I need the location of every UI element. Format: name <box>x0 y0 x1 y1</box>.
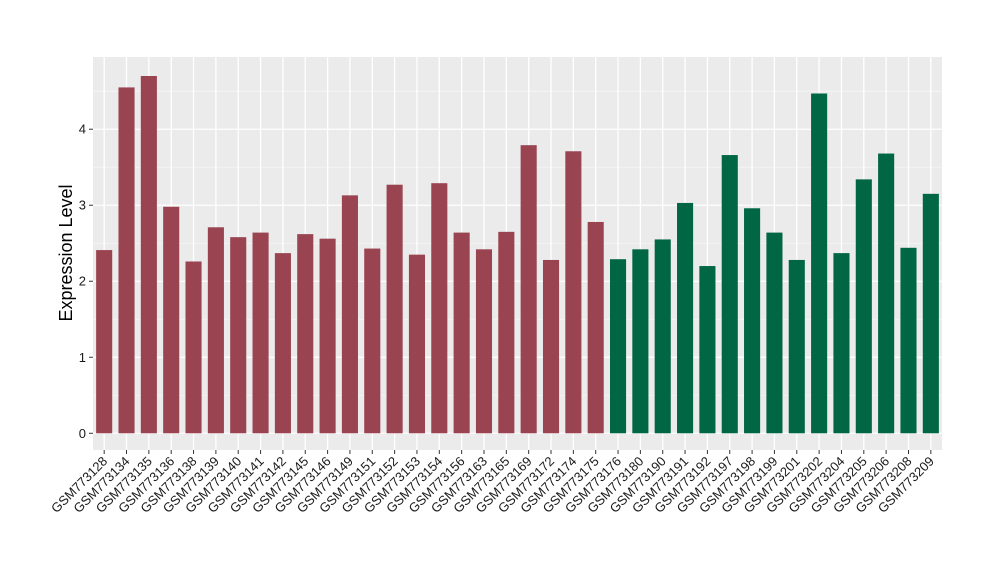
bars <box>96 76 939 434</box>
bar-GSM773145 <box>297 234 314 434</box>
y-tick-label: 1 <box>79 350 86 365</box>
y-axis: 0 1 2 3 4 <box>79 122 93 441</box>
y-tick-label: 2 <box>79 274 86 289</box>
bar-GSM773134 <box>118 87 135 434</box>
bar-GSM773139 <box>207 227 224 434</box>
bar-GSM773175 <box>587 221 604 434</box>
bar-GSM773135 <box>140 76 157 434</box>
bar-GSM773205 <box>855 179 872 434</box>
bar-GSM773198 <box>744 208 761 434</box>
bar-GSM773140 <box>230 237 247 434</box>
bar-GSM773176 <box>609 259 627 434</box>
bar-GSM773172 <box>542 259 560 434</box>
bar-GSM773149 <box>341 195 358 434</box>
bar-GSM773208 <box>900 247 917 434</box>
bar-GSM773206 <box>878 153 895 434</box>
bar-GSM773204 <box>833 253 850 434</box>
bar-GSM773197 <box>721 155 738 434</box>
y-tick-label: 0 <box>79 426 86 441</box>
bar-GSM773152 <box>386 184 403 434</box>
bar-GSM773169 <box>520 145 537 434</box>
bar-GSM773174 <box>565 151 582 434</box>
y-axis-title: Expression Level <box>56 184 76 321</box>
bar-GSM773142 <box>274 253 291 434</box>
x-axis: GSM773128GSM773134GSM773135GSM773136GSM7… <box>48 450 937 516</box>
bar-GSM773151 <box>364 248 381 434</box>
bar-GSM773156 <box>453 232 470 434</box>
bar-GSM773146 <box>319 238 336 434</box>
bar-GSM773165 <box>498 231 515 434</box>
bar-GSM773190 <box>654 239 671 434</box>
bar-GSM773163 <box>475 249 493 434</box>
bar-GSM773136 <box>163 206 180 434</box>
bar-GSM773154 <box>431 183 448 434</box>
bar-GSM773202 <box>811 93 828 434</box>
bar-GSM773201 <box>788 259 805 434</box>
bar-GSM773192 <box>699 266 716 434</box>
bar-GSM773141 <box>252 232 269 434</box>
bar-GSM773209 <box>922 193 939 434</box>
y-tick-label: 4 <box>79 122 86 137</box>
bar-GSM773128 <box>96 250 113 434</box>
bar-GSM773199 <box>766 232 783 434</box>
bar-GSM773153 <box>408 254 426 434</box>
y-tick-label: 3 <box>79 198 86 213</box>
bar-GSM773138 <box>185 261 202 434</box>
bar-GSM773180 <box>632 249 649 434</box>
bar-GSM773191 <box>677 202 694 434</box>
